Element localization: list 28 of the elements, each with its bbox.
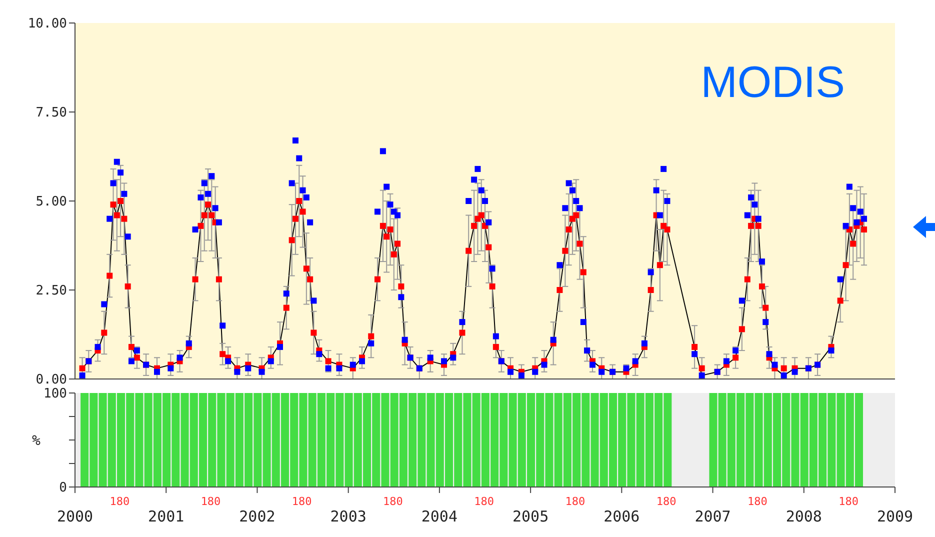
text: 180 xyxy=(200,494,221,508)
annotation: MODIS xyxy=(700,58,845,108)
y-tick-label: 2.50 xyxy=(36,284,67,299)
text: 180 xyxy=(474,494,494,508)
text: 180 xyxy=(838,494,858,508)
text: 180 xyxy=(292,494,312,508)
x-tick-label: 2001 xyxy=(148,508,184,526)
y-tick-label: 0.00 xyxy=(36,372,67,388)
text: 180 xyxy=(110,494,130,508)
x-tick-label: 2009 xyxy=(876,508,914,526)
text: 180 xyxy=(383,494,403,508)
y-tick-label: 10.00 xyxy=(28,16,67,32)
text: 180 xyxy=(747,494,768,508)
text: 180 xyxy=(565,494,586,508)
text: 180 xyxy=(656,494,676,508)
y-tick-label: 100 xyxy=(44,386,67,402)
y-tick-label: 0 xyxy=(59,480,67,496)
x-tick-label: 2006 xyxy=(604,508,640,526)
x-tick-label: 2003 xyxy=(330,508,366,526)
y-tick-label: 5.00 xyxy=(36,194,67,210)
x-tick-label: 2002 xyxy=(239,508,276,526)
x-tick-label: 2004 xyxy=(421,508,458,526)
x-tick-label: 2005 xyxy=(512,508,549,526)
x-tick-label: 2000 xyxy=(56,508,94,526)
x-tick-label: 2008 xyxy=(786,508,822,526)
x-tick-label: 2007 xyxy=(694,508,731,526)
y-axis-title: % xyxy=(32,432,41,449)
y-tick-label: 7.50 xyxy=(36,106,67,121)
